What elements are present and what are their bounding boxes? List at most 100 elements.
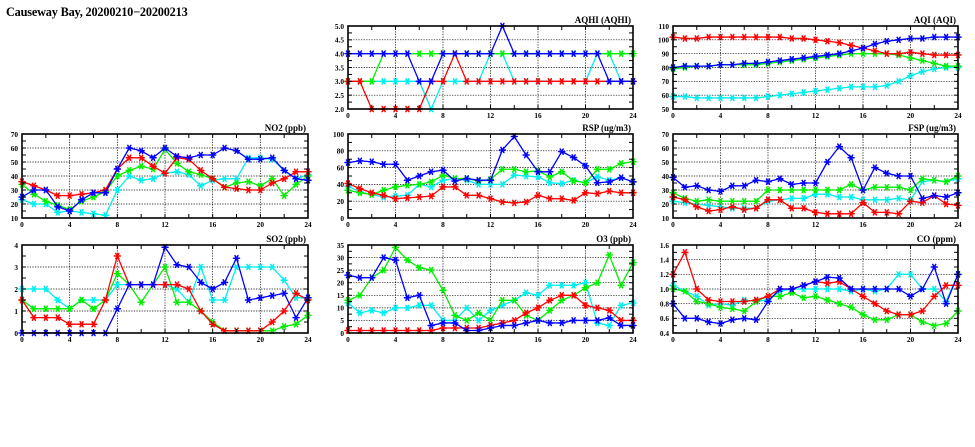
svg-text:90: 90 [662,49,670,58]
svg-text:0.4: 0.4 [660,329,669,338]
svg-text:70: 70 [662,77,670,86]
svg-text:16: 16 [534,335,542,344]
svg-text:16: 16 [859,335,867,344]
svg-text:24: 24 [629,111,637,120]
svg-text:1.2: 1.2 [660,270,669,279]
svg-text:12: 12 [812,220,820,229]
svg-text:30: 30 [662,186,670,195]
svg-text:20: 20 [336,279,344,288]
svg-text:8: 8 [441,111,445,120]
svg-text:2.5: 2.5 [335,91,344,100]
svg-text:24: 24 [629,220,637,229]
svg-text:0: 0 [20,220,24,229]
svg-text:20: 20 [582,220,590,229]
svg-text:4: 4 [718,220,722,229]
svg-text:40: 40 [662,172,670,181]
svg-text:4.0: 4.0 [335,49,344,58]
svg-text:24: 24 [954,335,962,344]
svg-text:1.0: 1.0 [660,285,669,294]
svg-text:40: 40 [336,180,344,189]
svg-text:4: 4 [15,241,19,250]
svg-text:24: 24 [305,335,313,344]
svg-text:8: 8 [766,111,770,120]
svg-text:2: 2 [15,285,19,294]
svg-text:0: 0 [15,329,19,338]
svg-text:8: 8 [766,335,770,344]
svg-text:NO2 (ppb): NO2 (ppb) [265,123,306,133]
svg-text:16: 16 [534,220,542,229]
svg-text:35: 35 [336,241,344,250]
svg-text:30: 30 [11,186,19,195]
svg-text:16: 16 [859,111,867,120]
svg-text:12: 12 [487,335,495,344]
svg-text:0: 0 [346,335,350,344]
svg-text:1.6: 1.6 [660,241,669,250]
svg-text:16: 16 [534,111,542,120]
svg-text:100: 100 [658,36,669,45]
svg-text:80: 80 [662,63,670,72]
svg-text:0: 0 [671,220,675,229]
svg-text:AQI (AQI): AQI (AQI) [914,15,956,25]
svg-text:70: 70 [662,130,670,139]
svg-text:12: 12 [162,220,170,229]
svg-text:1.4: 1.4 [660,255,669,264]
svg-text:24: 24 [954,220,962,229]
svg-text:10: 10 [11,214,19,223]
svg-text:4: 4 [718,111,722,120]
svg-text:12: 12 [162,335,170,344]
svg-text:20: 20 [11,200,19,209]
svg-text:8: 8 [441,335,445,344]
svg-text:5: 5 [340,316,344,325]
svg-text:20: 20 [662,200,670,209]
svg-text:100: 100 [333,130,344,139]
svg-text:O3 (ppb): O3 (ppb) [596,234,631,244]
svg-text:60: 60 [11,144,19,153]
svg-text:3: 3 [15,263,19,272]
svg-text:8: 8 [441,220,445,229]
svg-text:16: 16 [209,335,217,344]
svg-text:12: 12 [487,111,495,120]
svg-text:10: 10 [662,214,670,223]
svg-text:FSP (ug/m3): FSP (ug/m3) [908,123,956,133]
svg-text:8: 8 [766,220,770,229]
svg-text:16: 16 [859,220,867,229]
svg-text:4: 4 [718,335,722,344]
svg-text:8: 8 [116,220,120,229]
svg-text:24: 24 [305,220,313,229]
svg-text:4: 4 [393,335,397,344]
svg-text:0.6: 0.6 [660,314,669,323]
svg-text:110: 110 [658,22,669,31]
svg-text:25: 25 [336,266,344,275]
svg-text:20: 20 [257,220,265,229]
svg-text:60: 60 [662,144,670,153]
svg-text:AQHI (AQHI): AQHI (AQHI) [574,15,630,25]
svg-text:20: 20 [582,111,590,120]
svg-text:8: 8 [116,335,120,344]
svg-text:CO (ppm): CO (ppm) [917,234,956,244]
svg-text:20: 20 [907,220,915,229]
svg-text:70: 70 [11,130,19,139]
svg-text:0: 0 [346,111,350,120]
svg-text:12: 12 [487,220,495,229]
svg-text:10: 10 [336,304,344,313]
svg-text:4: 4 [393,220,397,229]
svg-text:20: 20 [907,111,915,120]
svg-text:0.8: 0.8 [660,299,669,308]
svg-text:0: 0 [671,111,675,120]
svg-text:5.0: 5.0 [335,22,344,31]
svg-text:0: 0 [340,329,344,338]
svg-text:4: 4 [68,335,72,344]
svg-text:1: 1 [15,307,19,316]
svg-text:2.0: 2.0 [335,105,344,114]
svg-text:0: 0 [20,335,24,344]
svg-text:50: 50 [662,105,670,114]
svg-text:24: 24 [954,111,962,120]
svg-text:4: 4 [393,111,397,120]
svg-text:80: 80 [336,147,344,156]
svg-text:0: 0 [346,220,350,229]
svg-text:20: 20 [257,335,265,344]
svg-text:16: 16 [209,220,217,229]
svg-text:12: 12 [812,111,820,120]
svg-text:0: 0 [671,335,675,344]
svg-text:50: 50 [11,158,19,167]
